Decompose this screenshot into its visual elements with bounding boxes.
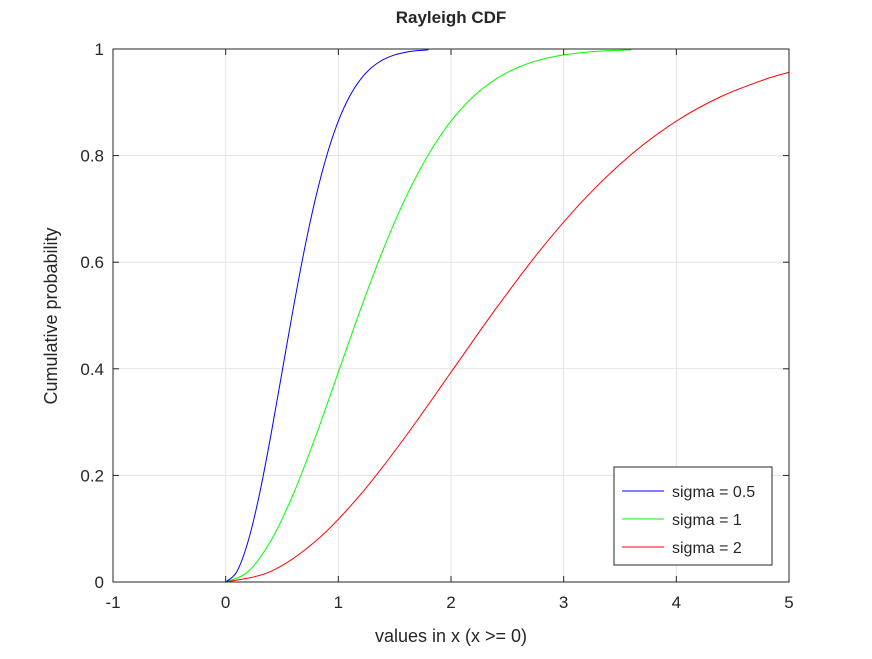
ticks: -1 0 1 2 3 4 500.20.40.60.81	[80, 40, 793, 612]
series-line-3	[113, 71, 790, 583]
x-tick-label: 4	[672, 593, 681, 612]
series-line-2	[113, 49, 632, 583]
legend-label: sigma = 1	[672, 512, 742, 529]
legend-label: sigma = 2	[672, 540, 742, 557]
x-tick-label: 1	[334, 593, 343, 612]
y-tick-label: 1	[95, 40, 104, 59]
x-axis-label: values in x (x >= 0)	[375, 626, 527, 646]
y-axis-label: Cumulative probability	[41, 227, 61, 404]
x-tick-label: 0	[221, 593, 230, 612]
legend: sigma = 0.5 sigma = 1 sigma = 2	[613, 466, 773, 566]
x-tick-label: 5	[784, 593, 793, 612]
series-line-1	[113, 49, 429, 583]
y-tick-label: 0	[95, 573, 104, 592]
y-tick-label: 0.2	[80, 466, 104, 485]
legend-label: sigma = 0.5	[672, 484, 755, 501]
x-tick-label: 2	[446, 593, 455, 612]
y-tick-label: 0.4	[80, 360, 104, 379]
y-tick-label: 0.8	[80, 147, 104, 166]
y-tick-label: 0.6	[80, 253, 104, 272]
chart-title: Rayleigh CDF	[396, 8, 507, 27]
x-tick-label: 3	[559, 593, 568, 612]
legend-box	[613, 466, 773, 566]
x-tick-label: -1	[105, 593, 120, 612]
